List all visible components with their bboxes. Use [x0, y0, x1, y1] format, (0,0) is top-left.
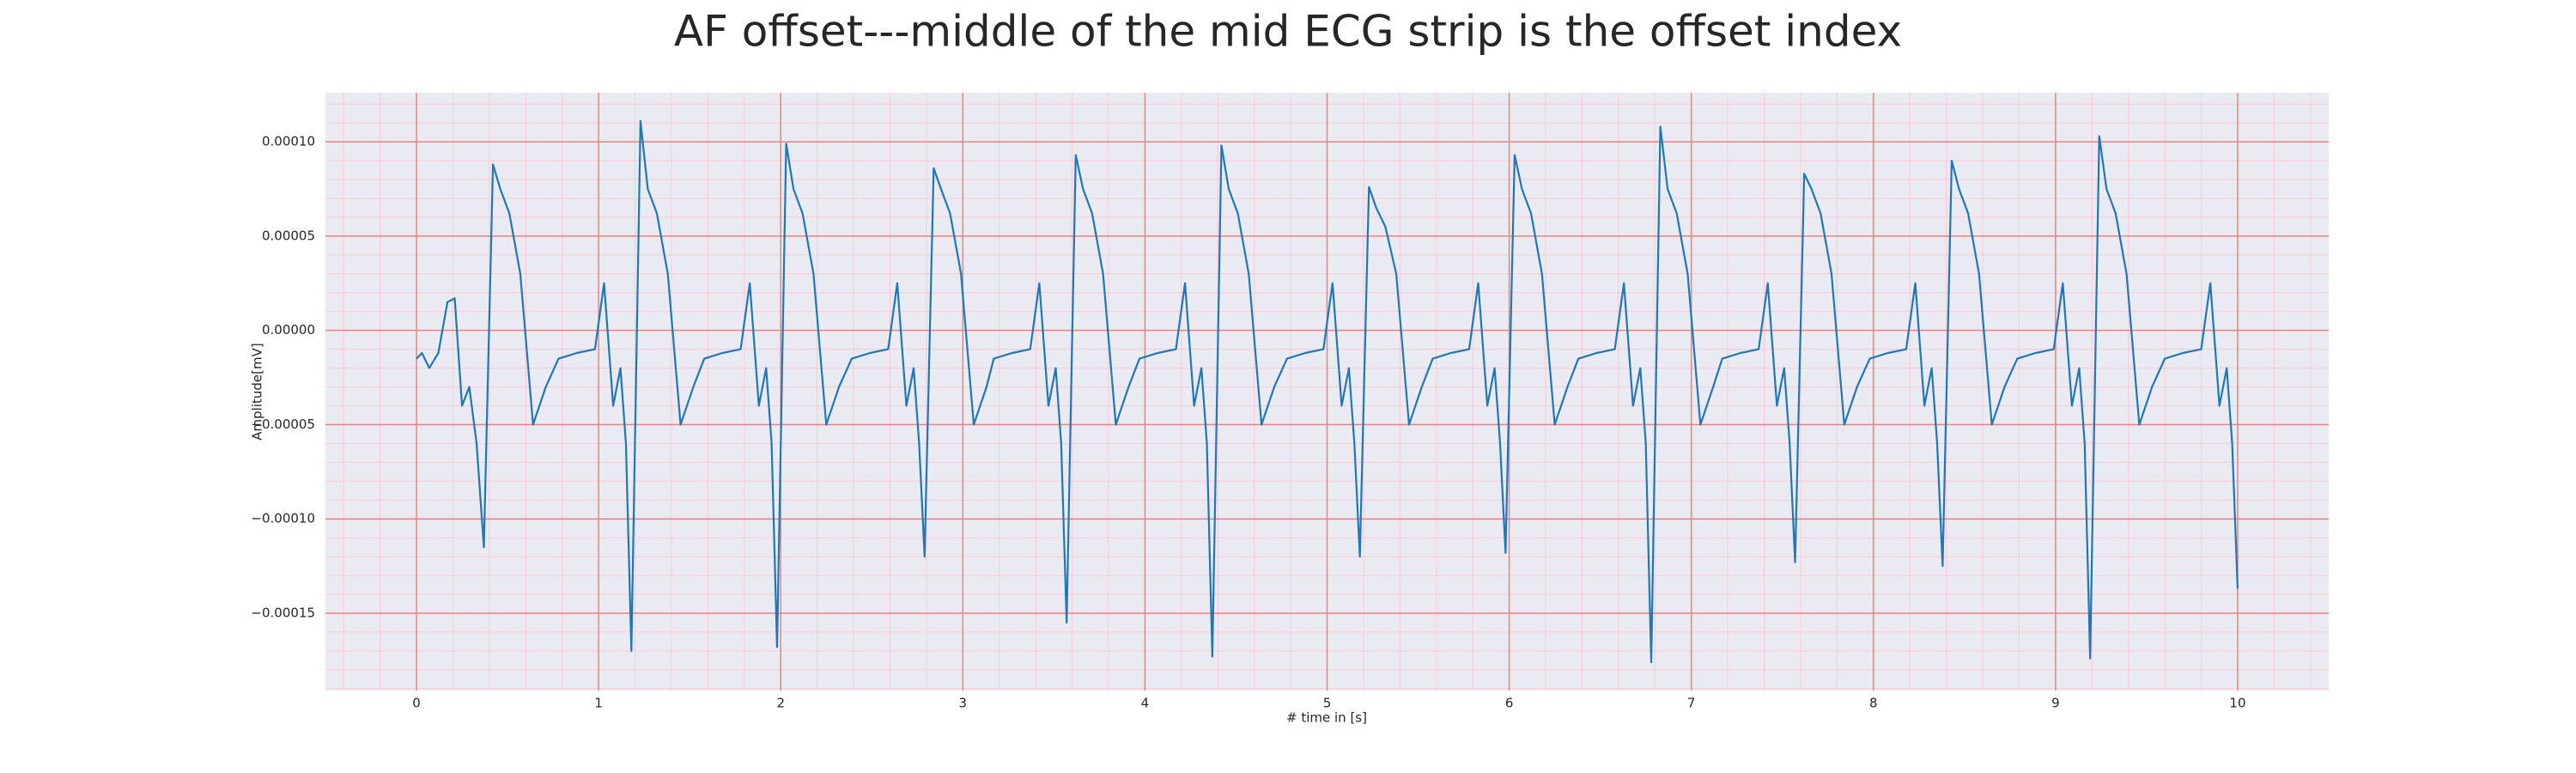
- x-tick-label: 2: [776, 696, 785, 711]
- x-tick-label: 4: [1141, 696, 1150, 711]
- x-tick-label: 10: [2229, 696, 2245, 711]
- x-tick-label: 7: [1687, 696, 1696, 711]
- y-tick-label: 0.00000: [262, 322, 315, 338]
- x-tick-label: 6: [1505, 696, 1514, 711]
- x-tick-label: 0: [412, 696, 421, 711]
- y-tick-label: 0.00010: [262, 134, 315, 149]
- chart-title: AF offset---middle of the mid ECG strip …: [674, 7, 1902, 57]
- y-axis-label: Amplitude[mV]: [250, 343, 265, 440]
- y-tick-label: −0.00015: [251, 605, 315, 620]
- x-axis-label: # time in [s]: [1286, 710, 1367, 726]
- y-tick-label: 0.00005: [262, 228, 315, 243]
- x-tick-label: 3: [959, 696, 968, 711]
- x-tick-label: 8: [1869, 696, 1878, 711]
- y-tick-label: −0.00005: [251, 417, 315, 432]
- y-tick-label: −0.00010: [251, 511, 315, 526]
- x-tick-label: 9: [2051, 696, 2060, 711]
- x-tick-label: 1: [594, 696, 603, 711]
- x-tick-label: 5: [1323, 696, 1332, 711]
- ecg-line: [416, 119, 2239, 664]
